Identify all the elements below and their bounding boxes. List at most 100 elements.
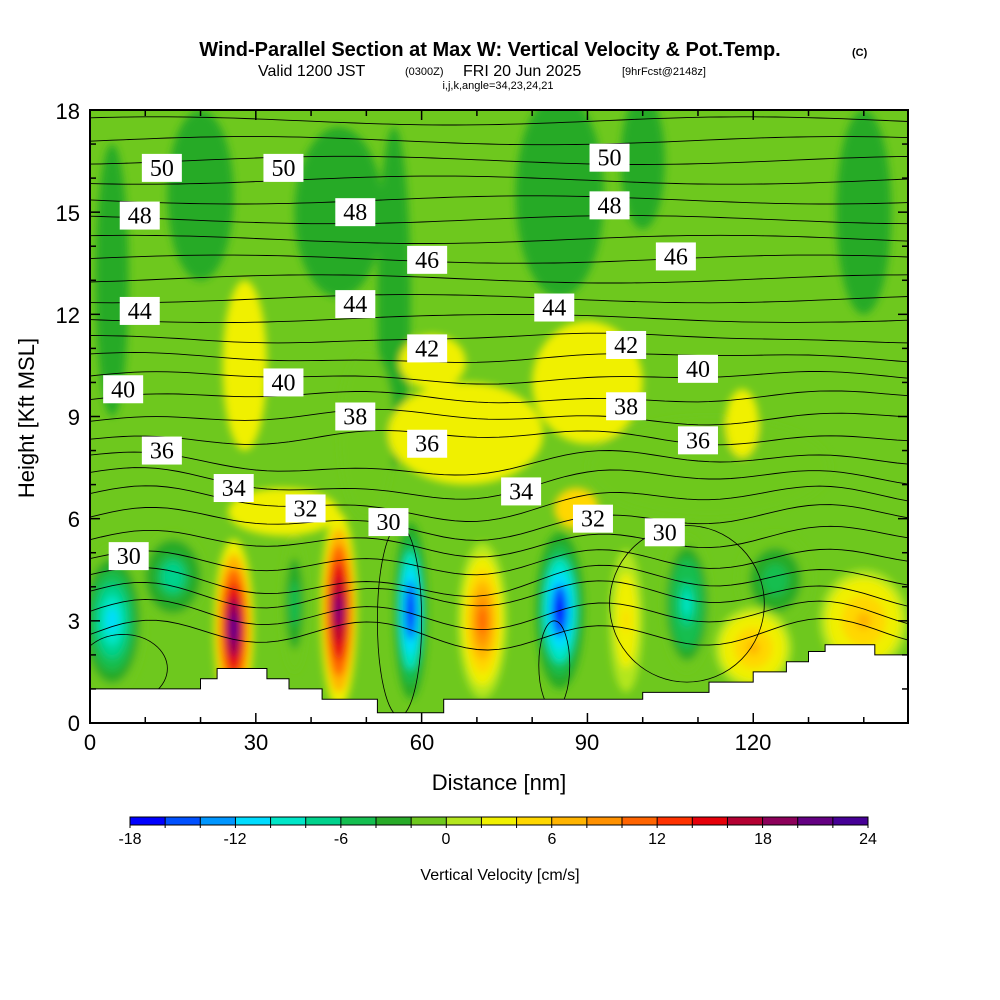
label-background bbox=[606, 330, 647, 359]
y-tick-label: 0 bbox=[68, 711, 80, 736]
y-tick-label: 12 bbox=[56, 303, 80, 328]
colorbar-swatch bbox=[411, 817, 447, 825]
theta-label-text: 40 bbox=[271, 370, 295, 396]
valid-time-label: Valid 1200 JST bbox=[258, 63, 366, 80]
theta-label-text: 48 bbox=[598, 193, 622, 219]
x-axis-title: Distance [nm] bbox=[432, 770, 567, 795]
theta-contour-label: 46 bbox=[407, 245, 448, 274]
theta-contour-line bbox=[90, 274, 908, 284]
theta-contour-label: 48 bbox=[335, 198, 376, 227]
label-background bbox=[263, 368, 304, 397]
theta-contour-labels: 50 50 50 48 48 48 46 46 44 44 44 42 42 40 40 40 38 38 36 36… bbox=[103, 143, 718, 571]
y-axis-title: Height [Kft MSL] bbox=[14, 338, 39, 498]
colorbar-swatch bbox=[200, 817, 236, 825]
velocity-cell bbox=[167, 569, 179, 584]
title-block: Wind-Parallel Section at Max W: Vertical… bbox=[199, 39, 867, 92]
colorbar-swatch bbox=[692, 817, 728, 825]
theta-contour-label: 38 bbox=[335, 402, 376, 431]
theta-contour-line bbox=[90, 116, 908, 126]
theta-contour-line bbox=[90, 234, 908, 244]
label-background bbox=[119, 201, 160, 230]
theta-contour-label: 30 bbox=[644, 518, 685, 547]
x-tick-label: 30 bbox=[244, 730, 268, 755]
label-background bbox=[407, 429, 448, 458]
label-background bbox=[213, 474, 254, 503]
zero-contour-line bbox=[609, 525, 765, 683]
colorbar-swatch bbox=[340, 817, 377, 825]
theta-contour-line bbox=[90, 254, 908, 264]
forecast-label: [9hrFcst@2148z] bbox=[622, 66, 706, 78]
colorbar-swatch bbox=[130, 817, 166, 825]
theta-label-text: 42 bbox=[415, 336, 439, 362]
chart-title: Wind-Parallel Section at Max W: Vertical… bbox=[199, 39, 780, 61]
theta-label-text: 36 bbox=[686, 428, 710, 454]
theta-contour-line bbox=[90, 314, 908, 324]
theta-label-text: 34 bbox=[509, 479, 533, 505]
colorbar-title: Vertical Velocity [cm/s] bbox=[420, 867, 579, 884]
velocity-cell bbox=[768, 572, 782, 588]
x-tick-label: 0 bbox=[84, 730, 96, 755]
label-background bbox=[335, 290, 376, 319]
theta-contour-label: 42 bbox=[606, 330, 647, 359]
theta-contour-label: 40 bbox=[677, 354, 718, 383]
label-background bbox=[368, 508, 409, 537]
theta-contour-line bbox=[90, 598, 908, 630]
velocity-cell bbox=[167, 110, 234, 281]
theta-contour-line bbox=[90, 450, 908, 476]
theta-contour-label: 36 bbox=[141, 436, 182, 465]
label-background bbox=[119, 296, 160, 325]
velocity-cell bbox=[407, 595, 414, 626]
colorbar-swatch bbox=[481, 817, 518, 825]
axis-ticks bbox=[89, 109, 908, 724]
velocity-cell bbox=[338, 348, 394, 519]
velocity-cell bbox=[746, 641, 760, 655]
theta-label-text: 44 bbox=[128, 299, 152, 325]
velocity-cell bbox=[230, 612, 238, 643]
label-background bbox=[103, 375, 144, 404]
y-tick-label: 6 bbox=[68, 507, 80, 532]
y-axis-tick-labels: 0 3 6 9 12 15 18 bbox=[56, 99, 80, 736]
theta-contour-line bbox=[90, 294, 908, 304]
colorbar-swatch bbox=[762, 817, 799, 825]
theta-contour-label: 38 bbox=[606, 392, 647, 421]
theta-contour-line bbox=[90, 504, 908, 541]
label-background bbox=[677, 354, 718, 383]
theta-contour-line bbox=[90, 352, 908, 363]
colorbar-tick-label: 12 bbox=[648, 831, 666, 848]
velocity-cell bbox=[106, 608, 118, 634]
theta-contour-label: 42 bbox=[407, 334, 448, 363]
theta-contour-line bbox=[90, 548, 908, 576]
label-background bbox=[335, 198, 376, 227]
theta-label-text: 38 bbox=[614, 394, 638, 420]
y-tick-label: 3 bbox=[68, 609, 80, 634]
theta-label-text: 40 bbox=[686, 357, 710, 383]
label-background bbox=[589, 143, 630, 172]
theta-contour-label: 50 bbox=[141, 153, 182, 182]
label-background bbox=[335, 402, 376, 431]
label-background bbox=[263, 153, 304, 182]
theta-contour-line bbox=[90, 618, 908, 651]
colorbar-swatch bbox=[797, 817, 834, 825]
theta-label-text: 36 bbox=[415, 432, 439, 458]
label-background bbox=[644, 518, 685, 547]
colorbar-swatch bbox=[305, 817, 342, 825]
x-axis-tick-labels: 0 30 60 90 120 bbox=[84, 730, 771, 755]
theta-label-text: 46 bbox=[664, 244, 688, 270]
colorbar-swatch bbox=[446, 817, 482, 825]
theta-contour-line bbox=[90, 390, 908, 404]
theta-contour-line bbox=[90, 430, 908, 446]
theta-contour-label: 44 bbox=[335, 290, 376, 319]
colorbar-swatch bbox=[516, 817, 553, 825]
theta-label-text: 38 bbox=[343, 405, 367, 431]
theta-contour-label: 30 bbox=[108, 542, 149, 571]
theta-contour-label: 44 bbox=[534, 293, 575, 322]
theta-contour-label: 32 bbox=[285, 494, 326, 523]
grid-indices-label: i,j,k,angle=34,23,24,21 bbox=[442, 80, 553, 92]
theta-contour-label: 48 bbox=[119, 201, 160, 230]
colorbar-swatch bbox=[586, 817, 623, 825]
colorbar-swatch bbox=[622, 817, 658, 825]
colorbar-tick-label: 18 bbox=[754, 831, 772, 848]
theta-contour-label: 40 bbox=[103, 375, 144, 404]
theta-contour-line bbox=[90, 195, 908, 205]
velocity-cell bbox=[478, 607, 487, 634]
